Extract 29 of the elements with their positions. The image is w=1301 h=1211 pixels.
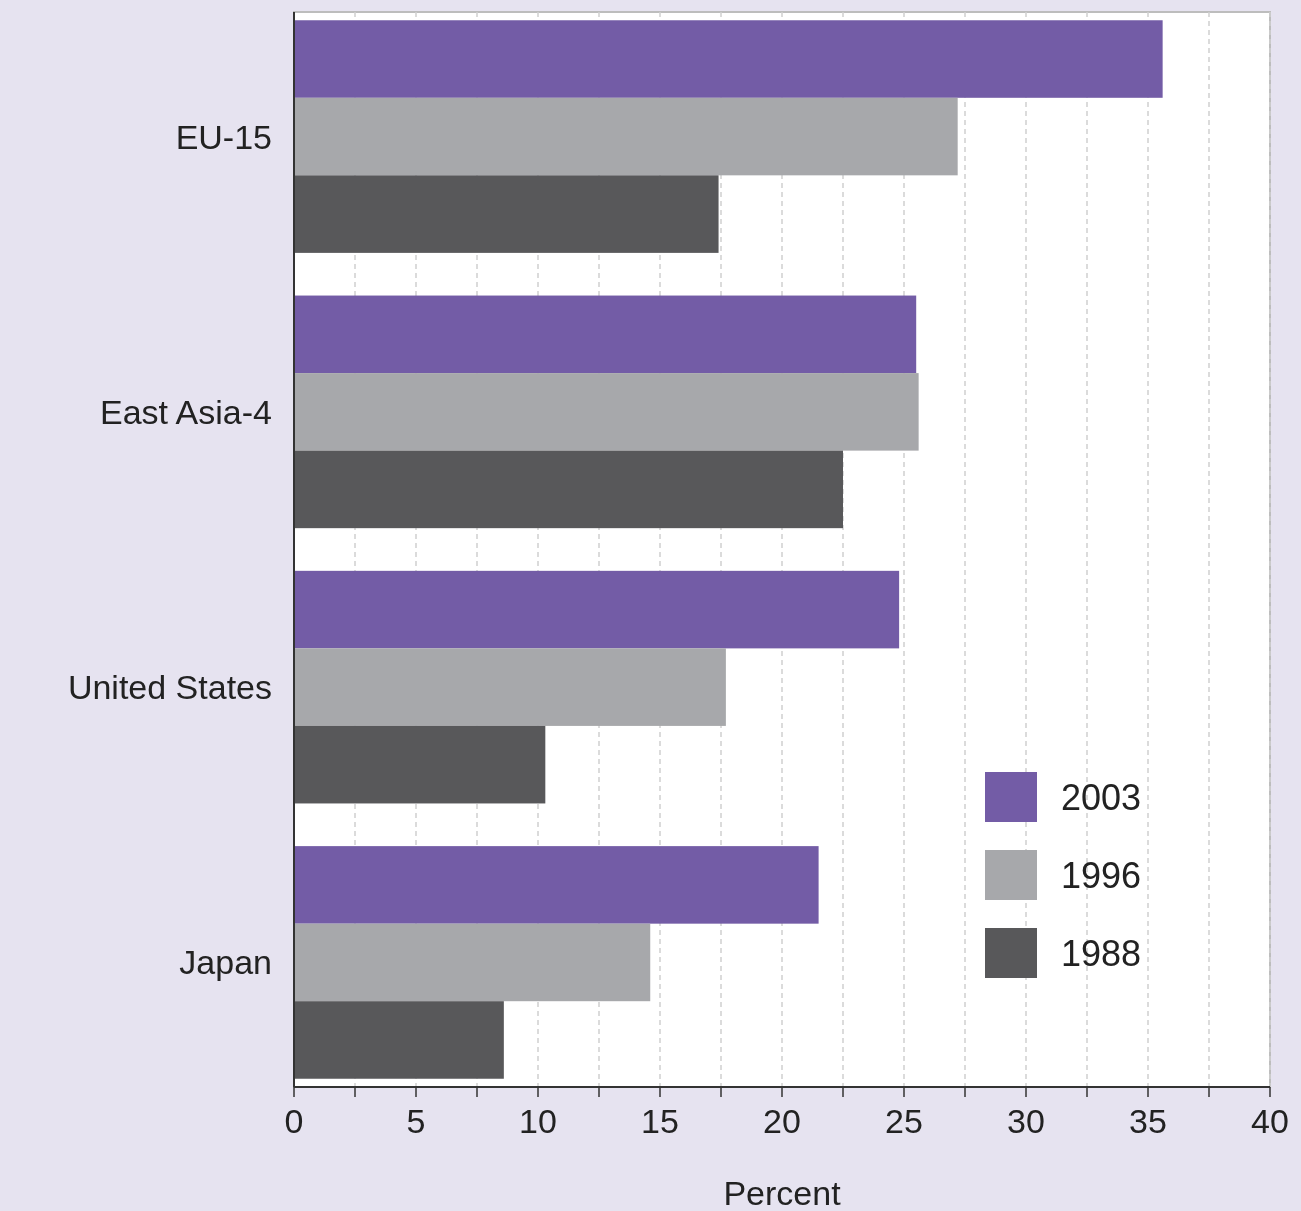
x-tick-label: 15 [641, 1102, 679, 1140]
bar [294, 648, 726, 726]
bar [294, 570, 900, 649]
bar [294, 450, 843, 529]
bar [294, 295, 917, 374]
x-axis-title: Percent [723, 1174, 842, 1211]
x-tick-label: 20 [763, 1102, 801, 1140]
x-tick-label: 35 [1129, 1102, 1167, 1140]
x-tick-label: 40 [1251, 1102, 1289, 1140]
bar [294, 175, 719, 253]
x-tick-label: 0 [284, 1102, 304, 1140]
y-tick-label: EU-15 [175, 117, 272, 156]
x-tick-label: 5 [406, 1102, 426, 1140]
x-tick-label: 25 [885, 1102, 923, 1140]
bar [294, 846, 819, 924]
legend-label: 1988 [1061, 933, 1142, 974]
bar [294, 373, 919, 451]
bar [294, 97, 958, 176]
legend-label: 2003 [1061, 777, 1142, 818]
bar [294, 923, 651, 1002]
x-tick-label: 10 [519, 1102, 557, 1140]
y-tick-label: United States [67, 668, 272, 707]
bar [294, 725, 546, 804]
bar [294, 1001, 504, 1079]
bar [294, 20, 1163, 98]
x-tick-label: 30 [1007, 1102, 1045, 1140]
y-tick-label: East Asia-4 [100, 392, 272, 431]
y-tick-label: Japan [179, 943, 272, 982]
legend-label: 1996 [1061, 855, 1142, 896]
